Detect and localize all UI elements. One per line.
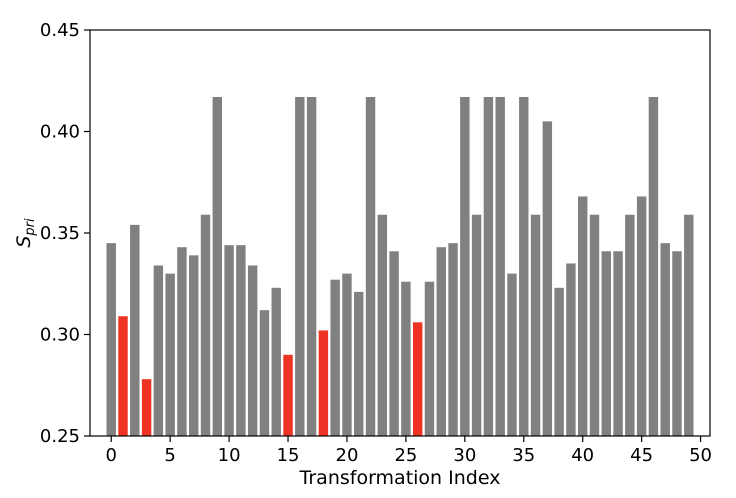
bar-14 bbox=[271, 287, 281, 436]
bar-43 bbox=[613, 251, 623, 436]
bar-12 bbox=[247, 265, 258, 436]
bar-48 bbox=[672, 251, 682, 436]
bar-1 bbox=[118, 316, 128, 436]
x-tick-label: 30 bbox=[453, 445, 476, 466]
bar-6 bbox=[177, 247, 187, 436]
bar-20 bbox=[342, 273, 352, 436]
y-axis-label: Spri bbox=[13, 218, 38, 248]
x-tick-label: 25 bbox=[394, 445, 417, 466]
bar-34 bbox=[507, 273, 517, 436]
x-axis-label: Transformation Index bbox=[299, 467, 501, 489]
x-tick-label: 10 bbox=[218, 445, 241, 466]
bar-42 bbox=[601, 251, 611, 436]
bar-41 bbox=[589, 214, 600, 436]
y-tick-label: 0.35 bbox=[40, 223, 80, 244]
bar-3 bbox=[141, 379, 152, 436]
bar-22 bbox=[365, 96, 376, 437]
bar-47 bbox=[660, 243, 670, 436]
bar-31 bbox=[471, 214, 482, 436]
bar-40 bbox=[577, 196, 588, 436]
bar-25 bbox=[401, 281, 411, 436]
y-tick-label: 0.40 bbox=[40, 122, 80, 143]
bar-7 bbox=[189, 255, 199, 436]
bar-33 bbox=[495, 96, 505, 437]
bar-11 bbox=[236, 245, 246, 436]
y-axis-ticks: 0.25 0.30 0.35 0.40 0.45 bbox=[40, 20, 90, 447]
bar-21 bbox=[354, 291, 364, 436]
y-axis-label-base: S bbox=[13, 236, 35, 248]
x-tick-label: 35 bbox=[512, 445, 535, 466]
bar-30 bbox=[460, 96, 470, 437]
x-tick-label: 0 bbox=[105, 445, 116, 466]
bar-28 bbox=[436, 247, 446, 436]
bar-35 bbox=[519, 96, 529, 437]
bar-10 bbox=[224, 245, 234, 436]
bar-2 bbox=[130, 224, 140, 436]
x-tick-label: 5 bbox=[164, 445, 175, 466]
bar-36 bbox=[530, 214, 541, 436]
bar-45 bbox=[636, 196, 647, 436]
bar-39 bbox=[566, 263, 576, 436]
bar-37 bbox=[542, 121, 553, 436]
bar-8 bbox=[200, 214, 211, 436]
x-tick-label: 20 bbox=[336, 445, 359, 466]
bar-15 bbox=[283, 354, 293, 436]
bar-23 bbox=[377, 214, 388, 436]
x-tick-label: 45 bbox=[630, 445, 653, 466]
bar-26 bbox=[412, 322, 423, 436]
bar-4 bbox=[153, 265, 164, 436]
plot-frame bbox=[89, 29, 711, 437]
y-tick-label: 0.45 bbox=[40, 20, 80, 41]
bar-49 bbox=[684, 214, 694, 436]
bar-0 bbox=[106, 243, 116, 436]
bar-46 bbox=[648, 96, 659, 437]
x-tick-label: 15 bbox=[277, 445, 300, 466]
bar-27 bbox=[424, 281, 435, 436]
bar-17 bbox=[306, 96, 317, 437]
bar-5 bbox=[165, 273, 175, 436]
bar-9 bbox=[212, 96, 223, 437]
x-axis-ticks: 0 5 10 15 20 25 30 35 40 45 50 bbox=[105, 436, 712, 466]
bar-32 bbox=[483, 96, 494, 437]
x-tick-label: 40 bbox=[571, 445, 594, 466]
y-tick-label: 0.25 bbox=[40, 426, 80, 447]
bar-38 bbox=[554, 287, 564, 436]
bar-44 bbox=[625, 214, 635, 436]
bars-group bbox=[106, 96, 694, 437]
bar-29 bbox=[448, 243, 458, 436]
bar-13 bbox=[259, 310, 270, 436]
y-axis-label-subscript: pri bbox=[23, 218, 38, 237]
x-tick-label: 50 bbox=[689, 445, 712, 466]
y-tick-label: 0.30 bbox=[40, 325, 80, 346]
bar-16 bbox=[295, 96, 305, 437]
bar-19 bbox=[330, 279, 340, 436]
bar-18 bbox=[318, 330, 329, 436]
bar-24 bbox=[389, 251, 399, 436]
